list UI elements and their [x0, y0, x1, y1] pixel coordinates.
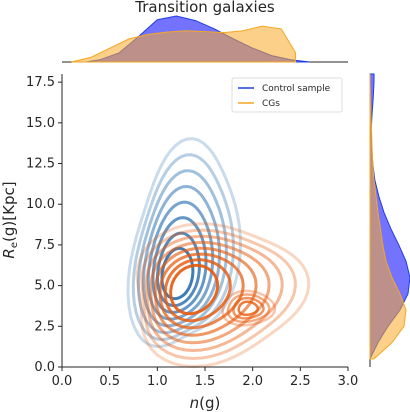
- chart-title: Transition galaxies: [134, 0, 275, 16]
- x-tick-label: 3.0: [338, 374, 359, 389]
- x-tick-label: 2.0: [242, 374, 263, 389]
- legend-box: [231, 77, 343, 113]
- cgs-x-density: [71, 25, 297, 63]
- x-tick-labels: 0.0 0.5 1.0 1.5 2.0 2.5 3.0: [52, 367, 359, 389]
- y-tick-label: 10.0: [26, 197, 55, 212]
- legend-label-control: Control sample: [262, 84, 331, 94]
- cgs-y-density: [369, 74, 407, 360]
- y-axis-label: Re(g)[Kpc]: [0, 181, 20, 258]
- cgs-secondary-contour: [226, 293, 271, 324]
- x-tick-label: 0.5: [99, 374, 120, 389]
- cgs-contour-level: [163, 258, 232, 323]
- cgs-contour-level: [149, 240, 271, 345]
- x-tick-label: 1.5: [195, 374, 216, 389]
- y-tick-label: 12.5: [26, 157, 55, 172]
- x-tick-label: 2.5: [290, 374, 311, 389]
- cgs-secondary-contour: [232, 296, 265, 320]
- cgs-secondary-contour: [221, 289, 277, 327]
- cgs-contours: [135, 222, 311, 369]
- cgs-contour-level: [144, 234, 284, 353]
- legend: Control sample CGs: [231, 77, 343, 113]
- control-sample-contour-level: [146, 200, 215, 321]
- control-sample-contour-level: [155, 231, 201, 308]
- y-tick-label: 5.0: [34, 279, 55, 294]
- y-tick-label: 7.5: [34, 238, 55, 253]
- top-marginal-plot: [62, 15, 348, 63]
- cgs-contour-level: [153, 246, 258, 337]
- y-tick-label: 2.5: [34, 319, 55, 334]
- control-sample-contour-level: [141, 184, 222, 328]
- y-tick-labels: 0.0 2.5 5.0 7.5 10.0 12.5 15.0 17.5: [26, 75, 62, 375]
- main-plot: 0.0 0.5 1.0 1.5 2.0 2.5 3.0 0.0 2.5 5.0 7.5 10.0 12…: [26, 74, 358, 389]
- y-tick-label: 17.5: [26, 75, 55, 90]
- control-sample-contour-level: [151, 216, 208, 314]
- control-sample-contour-level: [131, 153, 235, 342]
- cgs-secondary-contour: [237, 300, 260, 317]
- y-tick-label: 15.0: [26, 116, 55, 131]
- cgs-contour-level: [158, 252, 245, 330]
- x-axis-label: n(g): [190, 394, 221, 412]
- legend-label-cgs: CGs: [262, 99, 280, 109]
- cgs-contour-level: [135, 222, 311, 369]
- cgs-contour-level: [140, 228, 297, 361]
- x-tick-label: 1.0: [147, 374, 168, 389]
- cgs-contour-level: [169, 263, 220, 316]
- y-tick-label: 0.0: [34, 360, 55, 375]
- x-tick-label: 0.0: [52, 374, 73, 389]
- right-marginal-plot: [369, 73, 410, 367]
